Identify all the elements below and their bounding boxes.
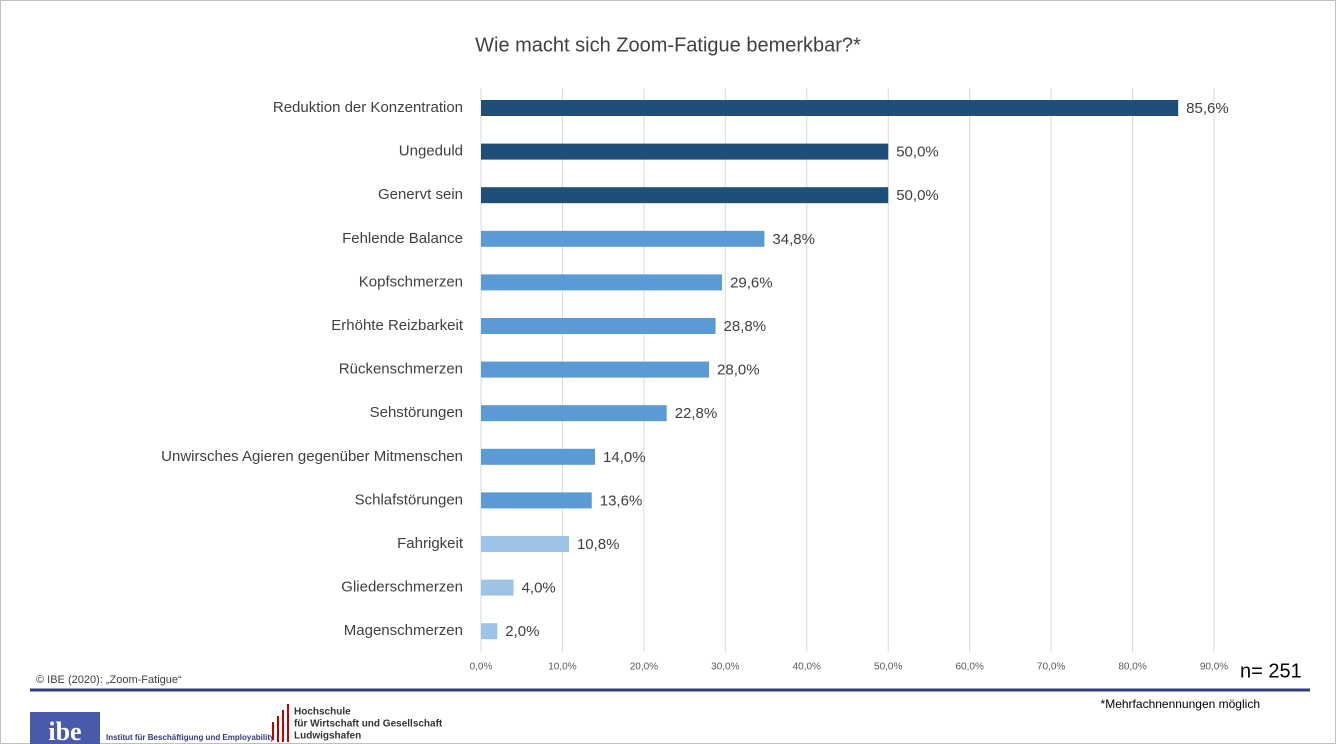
y-tick-label: Gliederschmerzen [341,579,463,596]
bar [481,187,889,204]
logo-line: Hochschule [294,707,351,718]
value-label: 50,0% [896,144,939,161]
x-tick-label: 30,0% [711,662,739,673]
bar [481,492,592,509]
logo-line: für Wirtschaft und Gesellschaft [294,719,443,730]
value-label: 28,8% [724,318,767,335]
x-tick-label: 60,0% [955,662,983,673]
logo-stripe [272,722,274,740]
value-label: 14,0% [603,449,646,466]
logo-text: ibe [48,717,81,744]
x-tick-label: 40,0% [793,662,821,673]
logo-stripe [277,716,279,742]
y-tick-label: Unwirsches Agieren gegenüber Mitmenschen [161,448,463,465]
bar [481,536,569,552]
logo-hs: Hochschule für Wirtschaft und Gesellscha… [272,704,443,742]
logo-ibe: ibe Institut für Beschäftigung und Emplo… [30,712,275,744]
bar [481,274,723,291]
y-tick-label: Fahrigkeit [397,535,464,552]
x-tick-label: 20,0% [630,662,658,673]
y-tick-label: Reduktion der Konzentration [273,99,463,116]
note: *Mehrfachnennungen möglich [1101,697,1260,711]
y-tick-label: Schlafstörungen [355,491,463,508]
y-tick-label: Ungeduld [399,143,463,160]
x-tick-label: 80,0% [1118,662,1146,673]
bar [481,318,716,334]
bar [481,100,1179,116]
logo-name: Institut für Beschäftigung und Employabi… [106,733,275,742]
y-tick-label: Fehlende Balance [342,230,463,247]
y-tick-label: Kopfschmerzen [359,273,463,290]
value-label: 28,0% [717,362,760,379]
bar [481,448,596,465]
logo-box [30,712,100,744]
bar [481,361,710,378]
bar [481,579,514,596]
y-tick-label: Rückenschmerzen [339,361,463,378]
x-tick-label: 10,0% [548,662,576,673]
y-tick-label: Genervt sein [378,186,463,203]
value-label: 29,6% [730,274,773,291]
bar [481,230,765,247]
y-tick-label: Erhöhte Reizbarkeit [331,317,464,334]
value-label: 85,6% [1186,100,1229,117]
value-label: 22,8% [675,405,718,422]
x-tick-label: 90,0% [1200,662,1228,673]
source: © IBE (2020): „Zoom-Fatigue“ [36,674,182,686]
bar [481,143,889,160]
bar [481,623,498,640]
value-label: 10,8% [577,536,620,553]
logo-stripe [282,710,284,742]
logo-stripe [287,704,289,742]
x-tick-label: 70,0% [1037,662,1065,673]
logo-line: Ludwigshafen [294,731,361,742]
sample-size: n= 251 [1240,660,1302,682]
value-label: 34,8% [772,231,815,248]
y-tick-label: Magenschmerzen [344,622,463,639]
y-tick-label: Sehstörungen [370,404,463,421]
chart-title: Wie macht sich Zoom-Fatigue bemerkbar?* [475,34,861,56]
bar [481,405,667,422]
x-tick-label: 50,0% [874,662,902,673]
value-label: 2,0% [505,623,539,640]
value-label: 50,0% [896,187,939,204]
value-label: 13,6% [600,492,643,509]
x-tick-label: 0,0% [470,662,493,673]
value-label: 4,0% [522,580,556,597]
